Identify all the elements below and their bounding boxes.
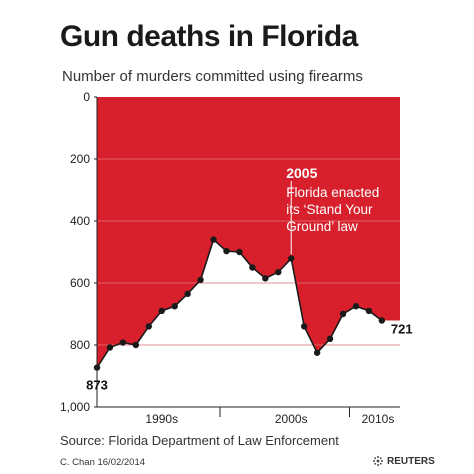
x-decade-label: 2000s (275, 412, 308, 426)
x-axis: 1990s 2000s 2010s (96, 97, 400, 426)
event-description-line: Florida enacted (286, 185, 379, 200)
data-point-2004 (275, 268, 282, 276)
data-point-2010 (352, 303, 360, 310)
data-point-2011 (365, 307, 373, 315)
y-tick-label: 1,000 (60, 400, 90, 414)
data-points (93, 236, 386, 371)
data-point-2003 (262, 275, 269, 282)
data-point-1997 (184, 290, 191, 298)
data-point-2006 (300, 323, 308, 330)
data-point-2007 (313, 349, 321, 356)
y-tick-label: 800 (70, 338, 90, 352)
brand-label: REUTERS (387, 455, 435, 467)
data-point-1992 (119, 339, 127, 346)
credit-note: C. Chan 16/02/2014 (60, 457, 146, 468)
y-tick-label: 400 (70, 214, 90, 228)
data-point-2001 (236, 248, 243, 256)
data-point-1993 (132, 341, 140, 349)
data-point-2008 (326, 335, 334, 342)
reuters-logo: REUTERS (372, 455, 435, 467)
data-point-2000 (223, 247, 230, 255)
chart-title: Gun deaths in Florida (60, 20, 358, 53)
y-axis-ticks: 0 200 400 600 800 1,000 (60, 90, 97, 414)
gridlines (97, 158, 400, 346)
data-point-1996 (171, 303, 178, 310)
y-tick-label: 200 (70, 152, 90, 166)
x-decade-label: 2010s (362, 412, 395, 426)
annotations: 873 721 2005 Florida enacted its ‘Stand Your… (86, 165, 412, 393)
data-point-1998 (197, 276, 204, 284)
data-point-1995 (158, 307, 165, 315)
y-tick-label: 0 (83, 90, 90, 104)
start-value-label: 873 (86, 378, 108, 393)
chart-subtitle: Number of murders committed using firear… (62, 68, 363, 85)
reuters-dots-icon (373, 456, 383, 466)
area-fill (97, 97, 400, 368)
data-point-2012 (378, 317, 386, 324)
event-year-label: 2005 (286, 165, 317, 181)
data-point-2005 (288, 255, 295, 262)
x-decade-label: 1990s (145, 412, 178, 426)
event-description-line: its ‘Stand Your (286, 202, 373, 217)
data-point-2002 (249, 264, 256, 271)
data-point-1994 (145, 323, 152, 330)
event-description-line: Ground’ law (286, 219, 358, 234)
data-point-1991 (106, 344, 114, 351)
data-point-2009 (339, 310, 347, 318)
y-tick-label: 600 (70, 276, 90, 290)
source-note: Source: Florida Department of Law Enforc… (60, 433, 339, 448)
end-value-label: 721 (391, 322, 413, 337)
data-point-1999 (210, 236, 217, 243)
